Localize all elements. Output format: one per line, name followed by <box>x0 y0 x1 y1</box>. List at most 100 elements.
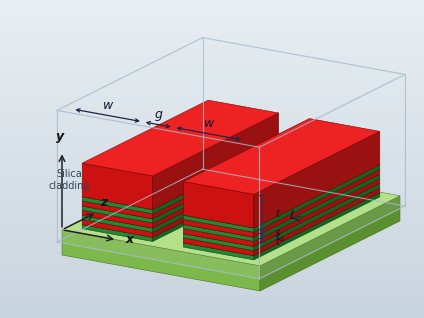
Bar <box>0 54 424 55</box>
Polygon shape <box>82 134 279 210</box>
Bar <box>0 291 424 292</box>
Bar <box>0 244 424 245</box>
Polygon shape <box>254 131 380 228</box>
Bar <box>0 158 424 159</box>
Bar <box>0 74 424 75</box>
Bar <box>0 182 424 183</box>
Bar <box>0 185 424 186</box>
Polygon shape <box>82 163 153 210</box>
Polygon shape <box>184 219 254 237</box>
Bar <box>0 219 424 220</box>
Bar <box>0 169 424 170</box>
Bar <box>0 305 424 306</box>
Bar <box>0 229 424 230</box>
Bar <box>0 221 424 222</box>
Bar <box>0 218 424 219</box>
Bar <box>0 279 424 280</box>
Bar <box>0 27 424 28</box>
Bar <box>0 79 424 80</box>
Bar <box>0 43 424 44</box>
Bar <box>0 156 424 157</box>
Text: s: s <box>275 228 281 238</box>
Bar <box>0 237 424 238</box>
Polygon shape <box>82 162 279 237</box>
Bar <box>0 133 424 134</box>
Bar <box>0 36 424 37</box>
Bar <box>0 165 424 166</box>
Text: w: w <box>204 117 214 130</box>
Polygon shape <box>260 196 400 291</box>
Bar <box>0 108 424 109</box>
Bar <box>0 1 424 2</box>
Bar <box>0 48 424 49</box>
Bar <box>0 205 424 206</box>
Polygon shape <box>254 188 380 256</box>
Bar <box>0 141 424 142</box>
Polygon shape <box>184 156 380 232</box>
Polygon shape <box>153 174 279 241</box>
Bar <box>0 77 424 78</box>
Bar <box>0 254 424 255</box>
Bar <box>0 135 424 136</box>
Bar <box>0 137 424 138</box>
Bar <box>0 309 424 310</box>
Bar <box>0 179 424 180</box>
Bar <box>0 131 424 132</box>
Bar <box>0 261 424 262</box>
Bar <box>0 269 424 270</box>
Bar <box>0 212 424 213</box>
Bar <box>0 150 424 151</box>
Bar <box>0 129 424 130</box>
Bar <box>0 55 424 56</box>
Polygon shape <box>153 147 279 214</box>
Text: t: t <box>275 209 279 219</box>
Bar <box>0 210 424 211</box>
Bar <box>0 189 424 190</box>
Bar <box>0 204 424 205</box>
Bar <box>0 181 424 182</box>
Bar <box>0 163 424 164</box>
Bar <box>0 34 424 35</box>
Bar <box>0 65 424 66</box>
Bar <box>0 151 424 152</box>
Bar <box>0 239 424 240</box>
Polygon shape <box>82 201 153 219</box>
Bar <box>0 32 424 33</box>
Bar <box>0 138 424 139</box>
Bar <box>0 121 424 122</box>
Polygon shape <box>82 156 279 232</box>
Text: w: w <box>103 99 113 112</box>
Bar <box>0 272 424 273</box>
Bar <box>0 200 424 201</box>
Bar <box>0 88 424 89</box>
Bar <box>0 2 424 3</box>
Bar <box>0 110 424 111</box>
Bar <box>0 294 424 295</box>
Bar <box>0 24 424 25</box>
Bar <box>0 46 424 47</box>
Text: x: x <box>126 233 134 246</box>
Bar <box>0 183 424 184</box>
Polygon shape <box>153 151 279 219</box>
Text: $L_c$: $L_c$ <box>289 209 303 225</box>
Bar <box>0 315 424 316</box>
Bar <box>0 95 424 96</box>
Bar <box>0 287 424 288</box>
Bar <box>0 5 424 6</box>
Bar <box>0 255 424 256</box>
Text: $t_s$: $t_s$ <box>275 231 285 245</box>
Bar <box>0 223 424 224</box>
Bar <box>0 277 424 278</box>
Bar <box>0 13 424 14</box>
Bar <box>0 80 424 81</box>
Bar <box>0 136 424 137</box>
Bar <box>0 283 424 284</box>
Bar <box>0 92 424 93</box>
Bar <box>0 101 424 102</box>
Bar <box>0 91 424 92</box>
Bar <box>0 96 424 97</box>
Bar <box>0 59 424 60</box>
Polygon shape <box>184 182 254 228</box>
Bar <box>0 284 424 285</box>
Bar <box>0 20 424 21</box>
